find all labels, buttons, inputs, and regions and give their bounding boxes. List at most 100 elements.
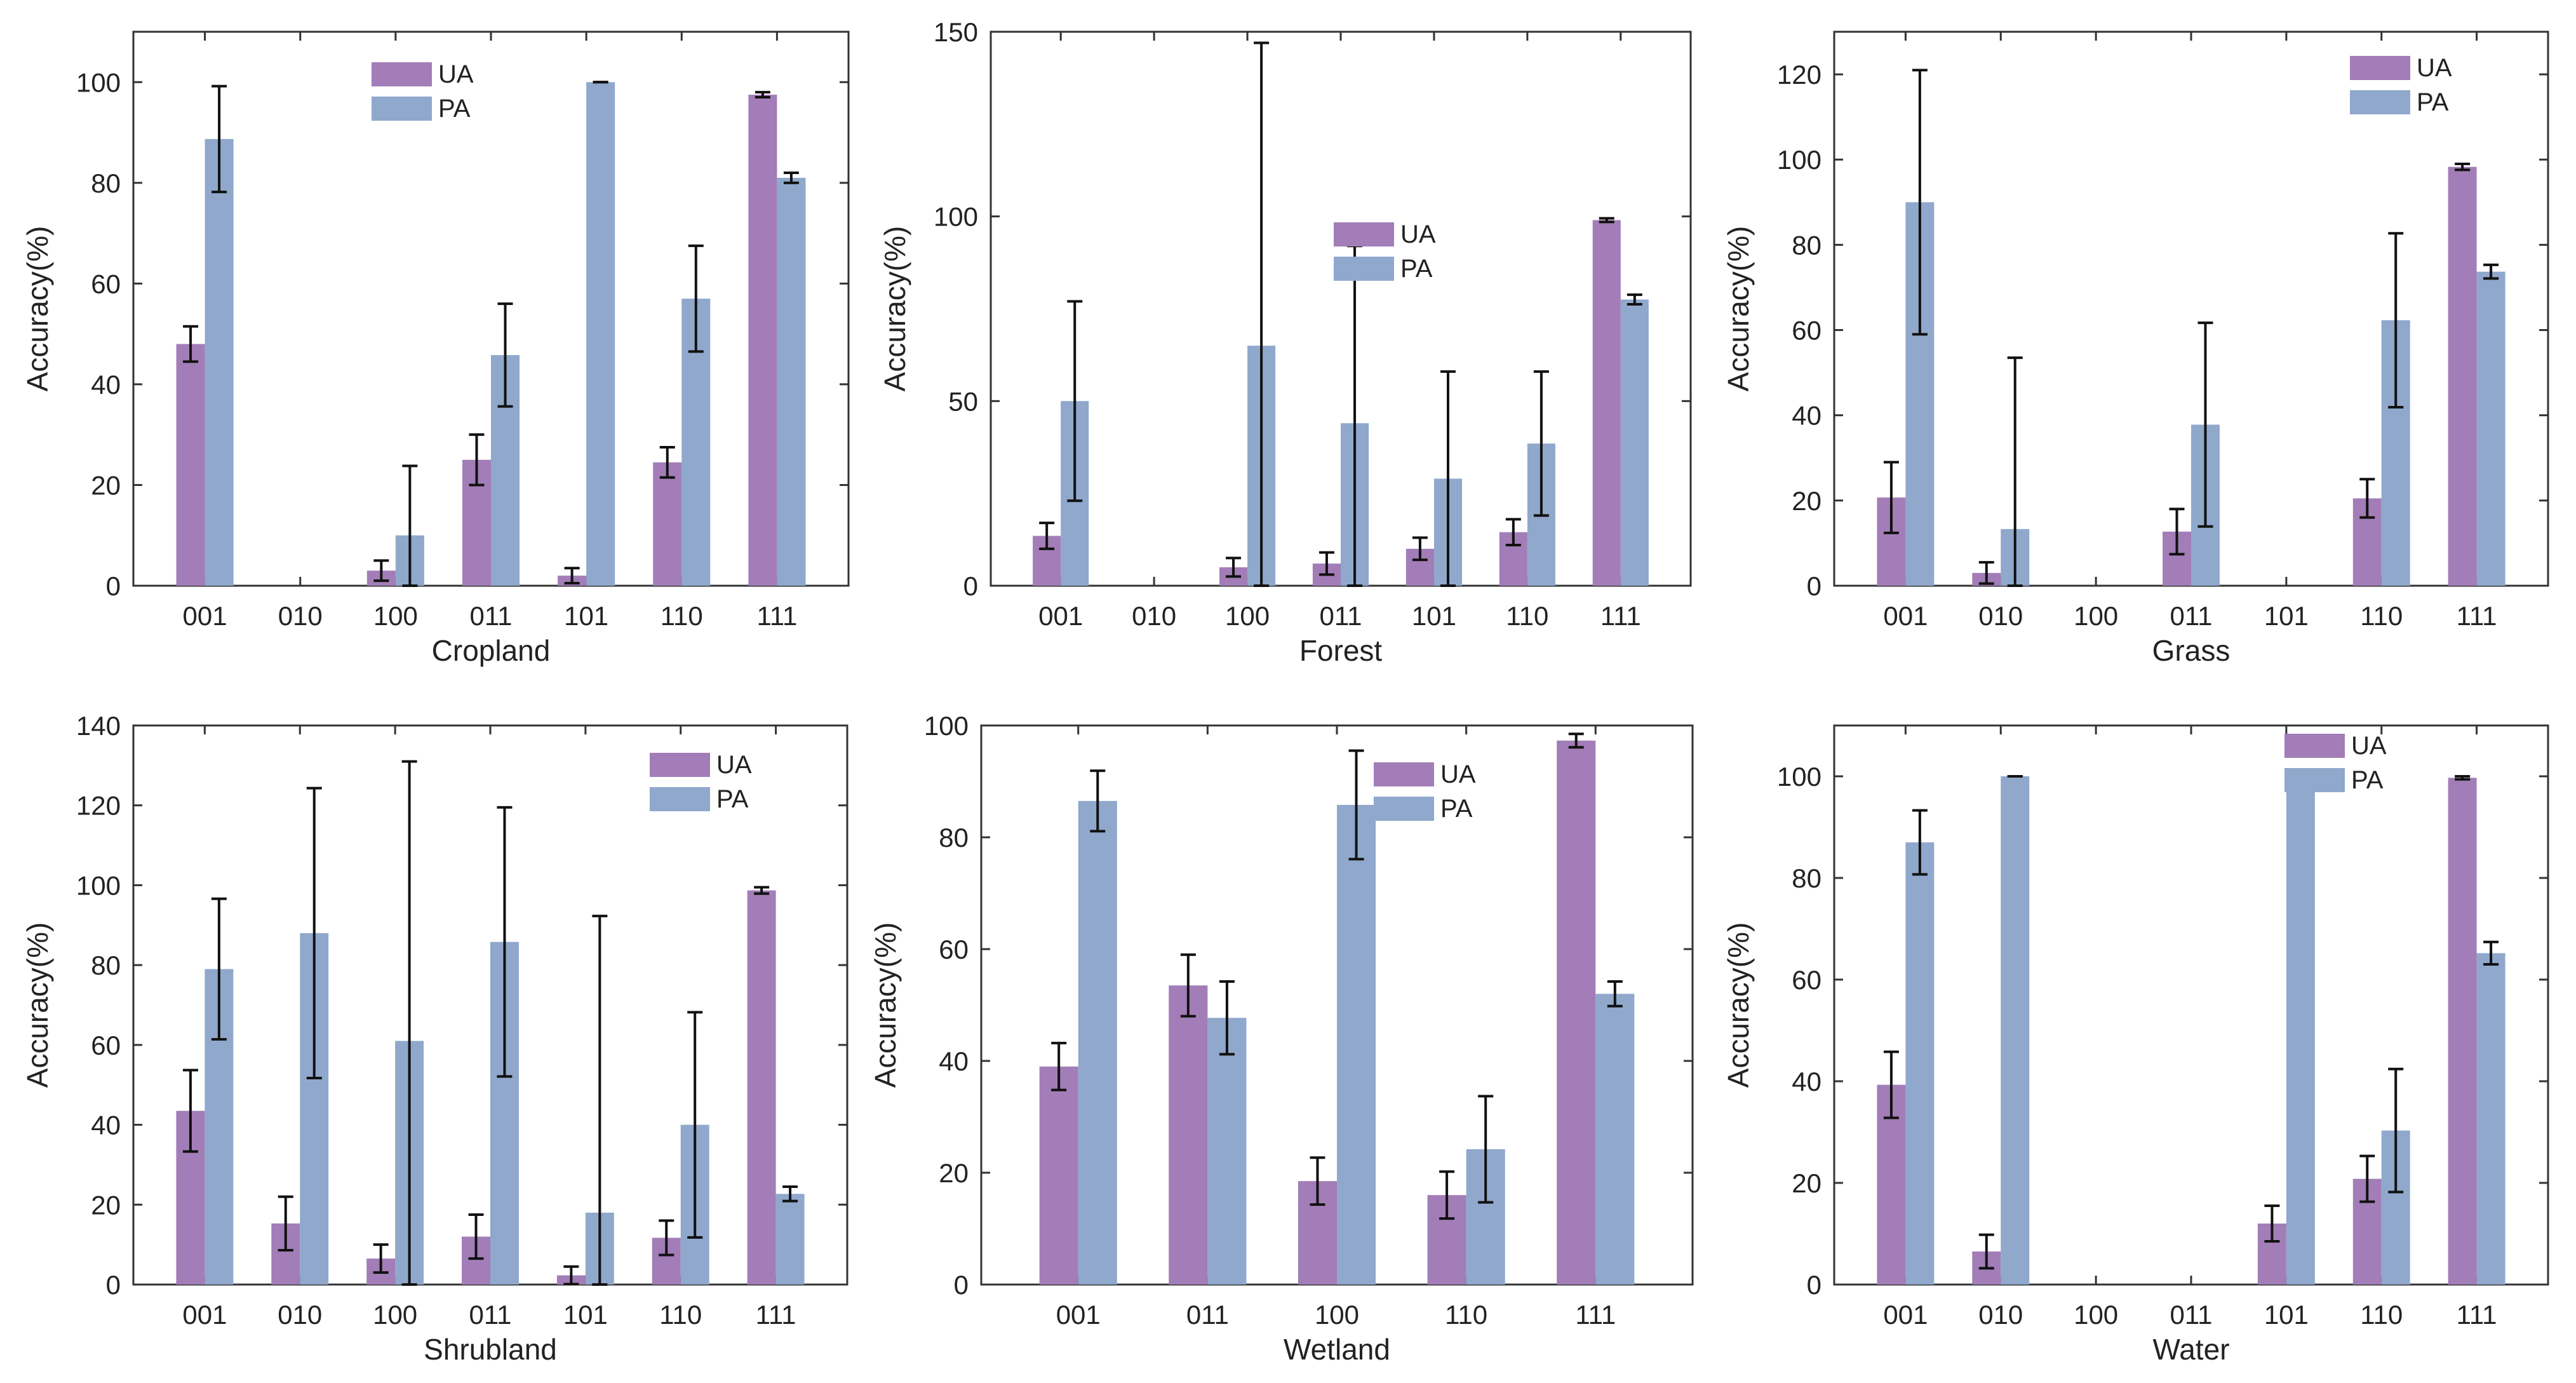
- y-axis-title: Accuracy(%): [1722, 226, 1755, 392]
- x-tick-label: 011: [2170, 1300, 2213, 1330]
- x-axis-title: Forest: [1299, 634, 1383, 667]
- legend: UA PA: [2284, 732, 2387, 794]
- y-tick-label: 80: [91, 950, 121, 980]
- bar-ua-111: [2448, 778, 2477, 1285]
- x-tick-label: 001: [1883, 1300, 1928, 1330]
- x-tick-label: 010: [1132, 601, 1176, 631]
- bar-ua-111: [1592, 220, 1621, 586]
- x-tick-label: 011: [1186, 1300, 1229, 1330]
- x-tick-label: 110: [659, 1300, 702, 1330]
- bar-ua-111: [1557, 740, 1596, 1285]
- y-tick-label: 80: [1792, 230, 1821, 260]
- x-tick-label: 001: [1056, 1300, 1101, 1330]
- y-tick-label: 80: [939, 823, 969, 853]
- bar-pa-111: [2476, 953, 2506, 1285]
- x-tick-label: 101: [564, 601, 608, 631]
- x-axis-title: Water: [2153, 1333, 2230, 1366]
- x-tick-label: 101: [563, 1300, 608, 1330]
- legend-swatch-ua: [1334, 222, 1394, 246]
- x-tick-label: 100: [1225, 601, 1270, 631]
- y-tick-label: 20: [939, 1158, 969, 1188]
- legend-swatch-pa: [372, 97, 432, 121]
- x-tick-label: 010: [1978, 1300, 2023, 1330]
- bar-pa-111: [2476, 271, 2506, 586]
- x-axis-title: Cropland: [432, 634, 551, 667]
- legend-label-ua: UA: [716, 751, 752, 779]
- y-tick-label: 100: [934, 202, 978, 232]
- y-tick-label: 0: [963, 571, 978, 601]
- y-tick-label: 50: [948, 386, 978, 416]
- y-tick-label: 100: [76, 870, 121, 900]
- bar-ua-111: [2448, 166, 2477, 586]
- y-axis-title: Accuracy(%): [869, 922, 902, 1088]
- legend-swatch-ua: [372, 62, 432, 86]
- y-tick-label: 150: [934, 17, 978, 47]
- legend-label-ua: UA: [2351, 732, 2387, 760]
- bar-ua-110: [653, 462, 682, 586]
- y-tick-label: 140: [76, 711, 121, 741]
- chart-cropland: 0 20 40 60 80 100 Accuracy(%) 001 010 100 011 101 11…: [21, 30, 850, 667]
- legend: UA PA: [2350, 54, 2452, 116]
- bar-pa-011: [1207, 1018, 1247, 1285]
- y-tick-label: 80: [91, 168, 121, 198]
- plot-frame: [1833, 724, 2549, 1286]
- legend-swatch-pa: [2284, 768, 2345, 792]
- y-tick-label: 100: [1777, 145, 1821, 175]
- y-axis-title: Accuracy(%): [878, 226, 911, 392]
- y-tick-label: 80: [1792, 863, 1821, 893]
- x-tick-label: 100: [373, 1300, 417, 1330]
- y-tick-label: 40: [91, 1110, 121, 1140]
- bar-ua-001: [176, 344, 205, 586]
- legend-label-pa: PA: [1400, 255, 1433, 283]
- y-tick-label: 40: [1792, 1067, 1821, 1096]
- legend-label-pa: PA: [716, 785, 749, 813]
- bar-pa-100: [1337, 804, 1376, 1285]
- chart-grass: 0 20 40 60 80 100 120 Accuracy(%) 001 010 100 011 10…: [1722, 30, 2549, 667]
- y-tick-label: 0: [954, 1270, 969, 1300]
- legend-label-ua: UA: [2417, 54, 2452, 82]
- x-tick-label: 100: [1315, 1300, 1359, 1330]
- legend-label-pa: PA: [2351, 766, 2384, 794]
- bar-ua-001: [1039, 1066, 1078, 1285]
- x-tick-label: 100: [373, 601, 418, 631]
- x-tick-label: 011: [470, 601, 513, 631]
- x-tick-label: 101: [2264, 601, 2309, 631]
- y-tick-label: 40: [91, 370, 121, 400]
- y-tick-label: 60: [1792, 965, 1821, 995]
- y-axis-title: Accuracy(%): [21, 922, 54, 1088]
- legend: UA PA: [1334, 220, 1436, 283]
- chart-forest: 0 50 100 150 Accuracy(%) 001 010 100 011 101 110 11…: [878, 17, 1692, 667]
- legend-swatch-ua: [2284, 734, 2345, 758]
- y-tick-label: 0: [106, 1270, 121, 1300]
- x-tick-label: 001: [182, 1300, 227, 1330]
- x-tick-label: 010: [1978, 601, 2023, 631]
- x-tick-label: 011: [1320, 601, 1362, 631]
- y-tick-label: 20: [91, 470, 121, 500]
- chart-wetland: 0 20 40 60 80 100 Accuracy(%) 001 011 100 110 111 We…: [869, 711, 1694, 1366]
- y-tick-label: 120: [76, 791, 121, 821]
- y-tick-label: 60: [1792, 316, 1821, 346]
- x-tick-label: 100: [2074, 601, 2118, 631]
- x-tick-label: 101: [1412, 601, 1456, 631]
- y-axis-title: Accuracy(%): [1722, 922, 1755, 1088]
- legend-swatch-pa: [1374, 797, 1434, 821]
- legend: UA PA: [650, 751, 752, 813]
- x-tick-label: 111: [2457, 601, 2497, 631]
- bar-pa-010: [2001, 776, 2030, 1285]
- x-tick-label: 111: [2457, 1300, 2497, 1330]
- legend-swatch-ua: [1374, 762, 1434, 786]
- x-tick-label: 001: [1038, 601, 1083, 631]
- bar-pa-001: [205, 138, 234, 586]
- legend-label-ua: UA: [1440, 760, 1476, 788]
- x-tick-label: 111: [1600, 601, 1641, 631]
- bar-pa-001: [1905, 842, 1935, 1285]
- x-axis-title: Wetland: [1284, 1333, 1390, 1366]
- x-axis-title: Grass: [2152, 634, 2231, 667]
- bar-pa-111: [777, 177, 806, 586]
- x-tick-label: 111: [756, 1300, 796, 1330]
- y-tick-label: 60: [939, 934, 969, 964]
- y-tick-label: 0: [1807, 571, 1821, 601]
- bar-pa-111: [775, 1194, 805, 1285]
- y-tick-label: 100: [1777, 762, 1821, 792]
